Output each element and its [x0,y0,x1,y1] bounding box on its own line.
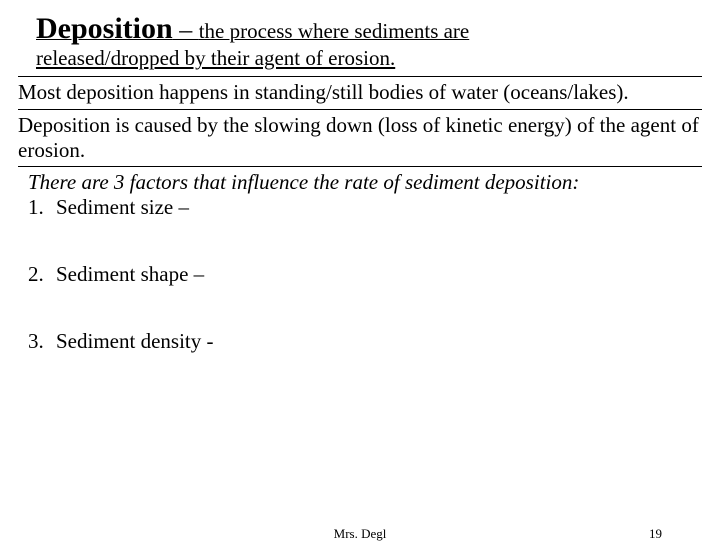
paragraph-1: Most deposition happens in standing/stil… [18,77,702,109]
factor-3-text: Sediment density - [56,329,213,354]
factors-intro: There are 3 factors that influence the r… [18,167,702,195]
factor-1-text: Sediment size – [56,195,189,220]
title-line-1: Deposition – the process where sediments… [18,12,702,46]
factor-2: 2. Sediment shape – [18,262,702,287]
title-term: Deposition [36,12,173,45]
factor-gap-2 [18,287,702,329]
title-rest-1: the process where sediments are [199,19,470,43]
paragraph-2: Deposition is caused by the slowing down… [18,110,702,167]
factor-gap-1 [18,220,702,262]
factor-3: 3. Sediment density - [18,329,702,354]
title-block: Deposition – the process where sediments… [18,12,702,70]
factor-3-num: 3. [28,329,56,354]
factor-2-num: 2. [28,262,56,287]
slide: Deposition – the process where sediments… [0,0,720,540]
title-rest-2: released/dropped by their agent of erosi… [18,46,702,70]
title-dash: – [173,15,199,44]
factor-2-text: Sediment shape – [56,262,204,287]
factor-1: 1. Sediment size – [18,195,702,220]
factor-1-num: 1. [28,195,56,220]
